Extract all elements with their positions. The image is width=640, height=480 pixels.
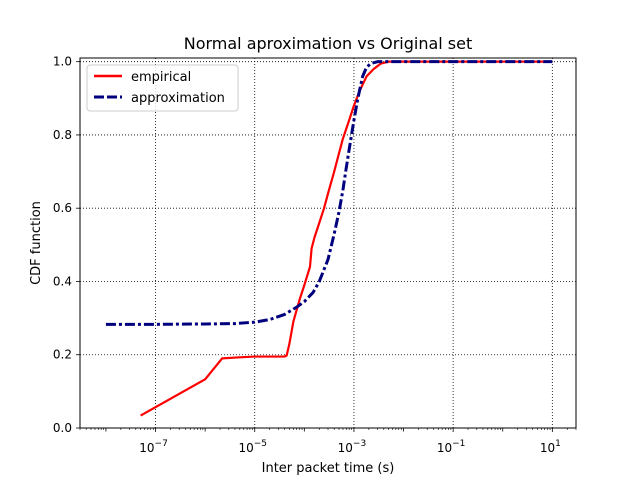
x-tick-label: 10−3 (338, 439, 367, 455)
plot-lines (105, 60, 553, 417)
y-tick-label: 0.2 (53, 348, 72, 362)
y-tick-label: 1.0 (53, 55, 72, 69)
y-tick-label: 0.8 (53, 128, 72, 142)
chart-title: Normal aproximation vs Original set (184, 34, 473, 53)
x-tick-label: 101 (540, 439, 561, 455)
y-tick-label: 0.4 (53, 274, 72, 288)
y-tick-label: 0.0 (53, 421, 72, 435)
legend: empirical approximation (86, 64, 239, 112)
legend-box (86, 64, 239, 112)
x-tick-label: 10−7 (139, 439, 168, 455)
legend-label-approximation: approximation (131, 91, 225, 106)
x-tick-label: 10−5 (238, 439, 267, 455)
legend-label-empirical: empirical (131, 70, 191, 85)
y-tick-label: 0.6 (53, 201, 72, 215)
x-axis-ticks: 10−7 10−5 10−3 10−1 101 (79, 428, 577, 455)
x-tick-label: 10−1 (437, 439, 466, 455)
series-line-approximation (105, 60, 553, 326)
y-axis-ticks: 0.0 0.2 0.4 0.6 0.8 1.0 (53, 55, 80, 435)
x-axis-label: Inter packet time (s) (262, 461, 395, 476)
series-line-empirical (140, 60, 553, 417)
y-axis-label: CDF function (29, 201, 44, 285)
